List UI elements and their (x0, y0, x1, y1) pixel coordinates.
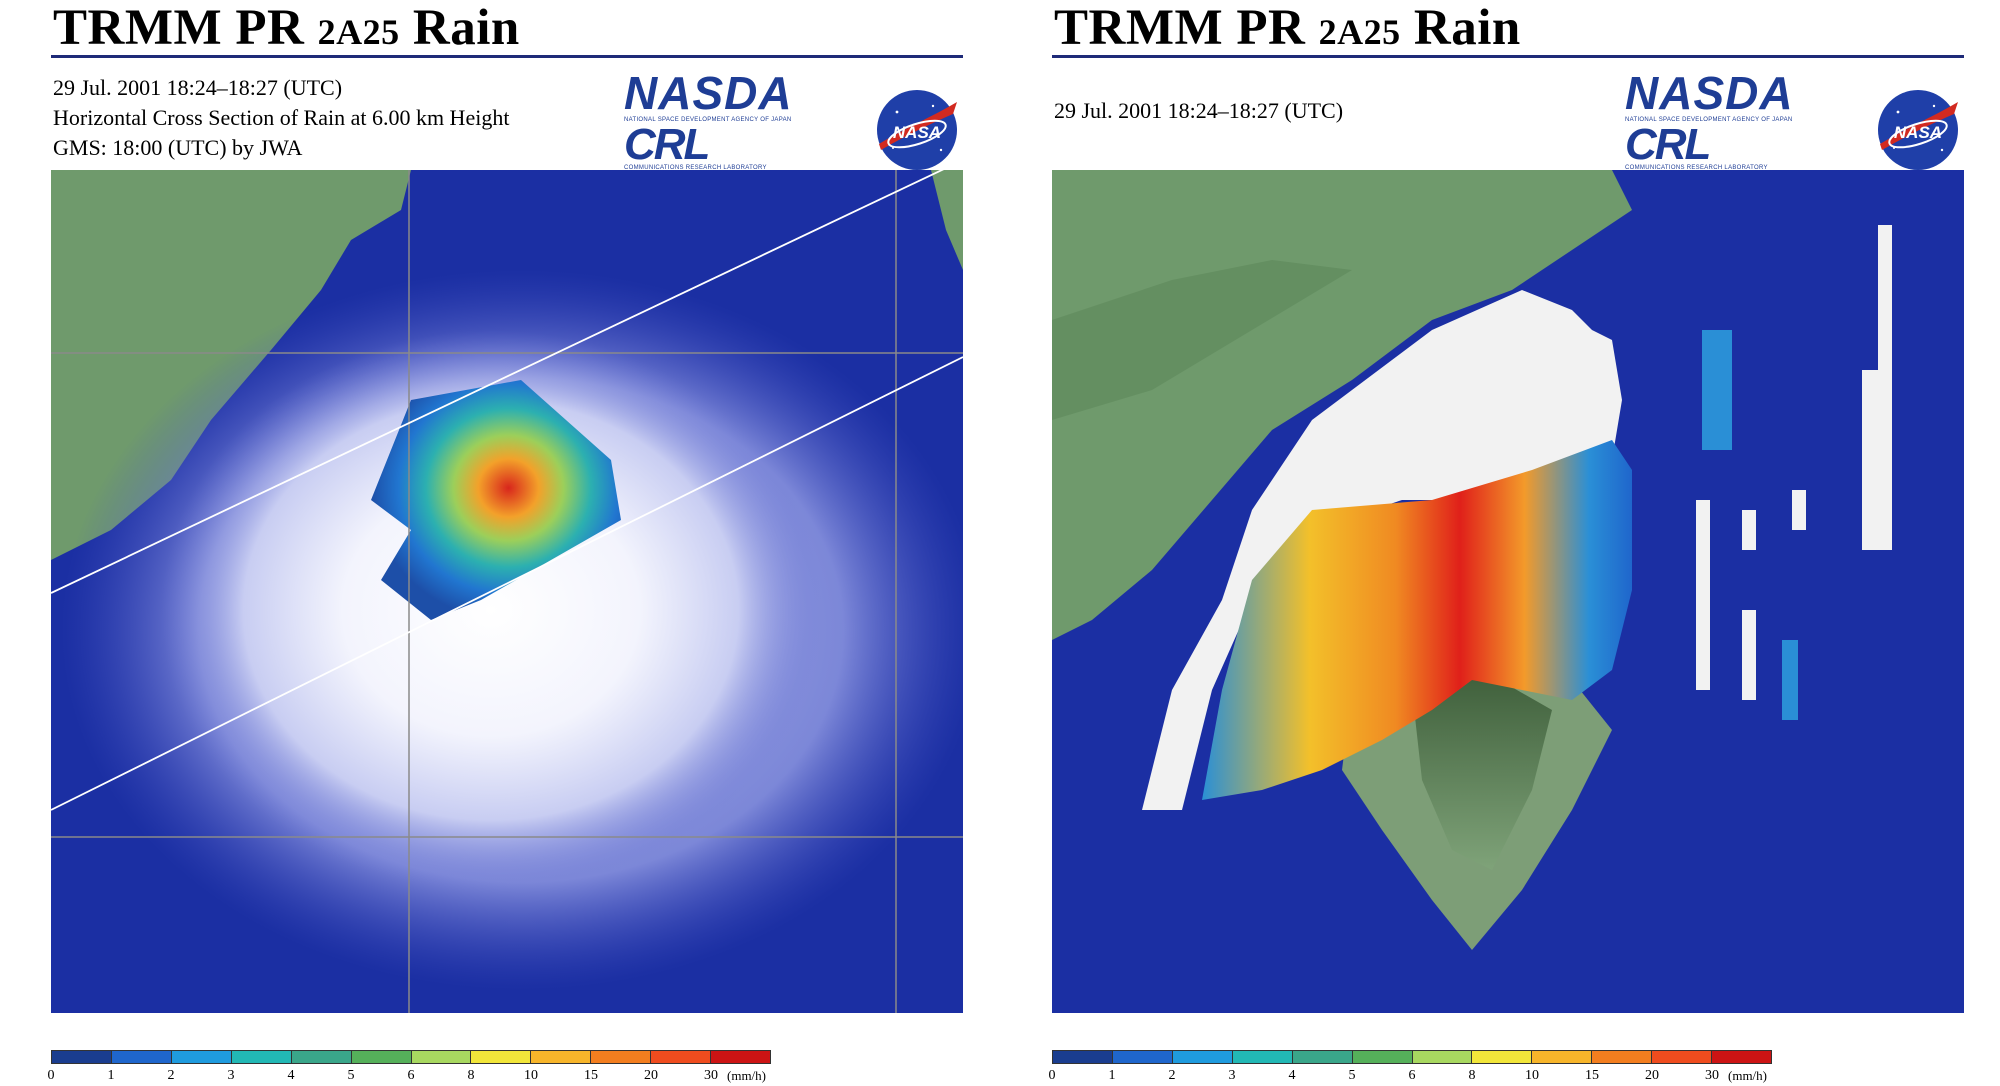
date-time-line: 29 Jul. 2001 18:24–18:27 (UTC) (1054, 98, 1344, 123)
legend-unit-label: (mm/h) (727, 1068, 766, 1083)
nasda-crl-logo: NASDA NATIONAL SPACE DEVELOPMENT AGENCY … (1625, 70, 1861, 171)
legend-tick-label: 6 (407, 1068, 415, 1083)
legend-tick-label: 10 (524, 1068, 538, 1083)
legend-swatch (1232, 1051, 1293, 1063)
legend-unit-label: (mm/h) (1728, 1068, 1767, 1083)
legend-swatch (111, 1051, 172, 1063)
three-dimensional-rain-image (1052, 170, 1964, 1013)
legend-tick-label: 1 (107, 1068, 115, 1083)
legend-swatch (591, 1051, 652, 1063)
title-main: TRMM PR (53, 0, 318, 56)
legend-tick-label: 5 (347, 1068, 355, 1083)
crl-subtitle: COMMUNICATIONS RESEARCH LABORATORY (624, 165, 767, 171)
legend-swatch (1112, 1051, 1173, 1063)
date-time-line: 29 Jul. 2001 18:24–18:27 (UTC) (53, 75, 343, 100)
nasda-wordmark: NASDA (1625, 67, 1794, 119)
nasda-wordmark: NASDA (624, 67, 793, 119)
right-panel: TRMM PR 2A25 Rain 29 Jul. 2001 18:24–18:… (1049, 0, 1964, 1086)
legend-tick-label: 30 (1705, 1068, 1719, 1083)
legend-tick-label: 15 (1585, 1068, 1599, 1083)
gms-rain-map (51, 170, 963, 1013)
legend-swatch (711, 1051, 771, 1063)
legend-tick-label: 1 (1108, 1068, 1116, 1083)
title-underline (1052, 55, 1964, 58)
legend-tick-label: 8 (1468, 1068, 1476, 1083)
legend-tick-label: 20 (1645, 1068, 1659, 1083)
nasa-wordmark: NASA (893, 123, 941, 142)
legend-tick-label: 2 (1168, 1068, 1176, 1083)
legend-tick-label: 0 (47, 1068, 55, 1083)
rain-rate-legend: 0 1 2 3 4 5 6 8 10 15 20 30 (mm/h) (48, 1050, 791, 1086)
legend-swatch (411, 1051, 472, 1063)
legend-swatch (531, 1051, 592, 1063)
legend-tick-label: 3 (1228, 1068, 1236, 1083)
legend-swatch (1712, 1051, 1772, 1063)
crl-wordmark: CRL (624, 120, 710, 169)
panel-title: TRMM PR 2A25 Rain (1054, 0, 1521, 62)
nasda-crl-logo: NASDA NATIONAL SPACE DEVELOPMENT AGENCY … (624, 70, 860, 171)
cross-section-line: Horizontal Cross Section of Rain at 6.00… (53, 105, 510, 130)
legend-swatch (171, 1051, 232, 1063)
legend-swatch (471, 1051, 532, 1063)
legend-swatch (351, 1051, 412, 1063)
title-product: 2A25 (317, 12, 400, 52)
nasda-subtitle: NATIONAL SPACE DEVELOPMENT AGENCY OF JAP… (1625, 117, 1793, 123)
title-product: 2A25 (1318, 12, 1401, 52)
legend-swatch (1472, 1051, 1533, 1063)
legend-tick-label: 4 (287, 1068, 295, 1083)
info-block: 29 Jul. 2001 18:24–18:27 (UTC) (1054, 96, 1343, 126)
legend-colorbar (51, 1050, 771, 1064)
legend-swatch (231, 1051, 292, 1063)
legend-swatch (1592, 1051, 1653, 1063)
horizontal-cross-section-image (51, 170, 963, 1013)
legend-labels: 0 1 2 3 4 5 6 8 10 15 20 30 (mm/h) (47, 1068, 851, 1086)
legend-labels: 0 1 2 3 4 5 6 8 10 15 20 30 (mm/h) (1048, 1068, 1852, 1086)
legend-swatch (291, 1051, 352, 1063)
legend-tick-label: 20 (644, 1068, 658, 1083)
legend-tick-label: 5 (1348, 1068, 1356, 1083)
gms-line: GMS: 18:00 (UTC) by JWA (53, 135, 303, 160)
legend-tick-label: 10 (1525, 1068, 1539, 1083)
legend-swatch (1053, 1051, 1113, 1063)
legend-tick-label: 2 (167, 1068, 175, 1083)
title-end: Rain (399, 0, 520, 56)
rain-rate-legend: 0 1 2 3 4 5 6 8 10 15 20 30 (mm/h) (1049, 1050, 1792, 1086)
legend-swatch (1292, 1051, 1353, 1063)
nasda-subtitle: NATIONAL SPACE DEVELOPMENT AGENCY OF JAP… (624, 117, 792, 123)
nasa-meatball-icon: NASA (1878, 90, 1958, 170)
legend-swatch (651, 1051, 712, 1063)
left-panel: TRMM PR 2A25 Rain 29 Jul. 2001 18:24–18:… (48, 0, 963, 1086)
nasa-meatball-icon: NASA (877, 90, 957, 170)
legend-swatch (1532, 1051, 1593, 1063)
nasa-wordmark: NASA (1894, 123, 1942, 142)
crl-wordmark: CRL (1625, 120, 1711, 169)
legend-tick-label: 30 (704, 1068, 718, 1083)
3d-rain-map (1052, 170, 1964, 1013)
legend-tick-label: 3 (227, 1068, 235, 1083)
title-end: Rain (1400, 0, 1521, 56)
crl-subtitle: COMMUNICATIONS RESEARCH LABORATORY (1625, 165, 1768, 171)
panel-title: TRMM PR 2A25 Rain (53, 0, 520, 62)
legend-swatch (52, 1051, 112, 1063)
legend-tick-label: 4 (1288, 1068, 1296, 1083)
legend-swatch (1352, 1051, 1413, 1063)
legend-swatch (1412, 1051, 1473, 1063)
legend-tick-label: 6 (1408, 1068, 1416, 1083)
legend-swatch (1172, 1051, 1233, 1063)
title-underline (51, 55, 963, 58)
legend-swatch (1652, 1051, 1713, 1063)
legend-tick-label: 8 (467, 1068, 475, 1083)
legend-colorbar (1052, 1050, 1772, 1064)
legend-tick-label: 0 (1048, 1068, 1056, 1083)
legend-tick-label: 15 (584, 1068, 598, 1083)
title-main: TRMM PR (1054, 0, 1319, 56)
info-block: 29 Jul. 2001 18:24–18:27 (UTC) Horizonta… (53, 73, 509, 163)
